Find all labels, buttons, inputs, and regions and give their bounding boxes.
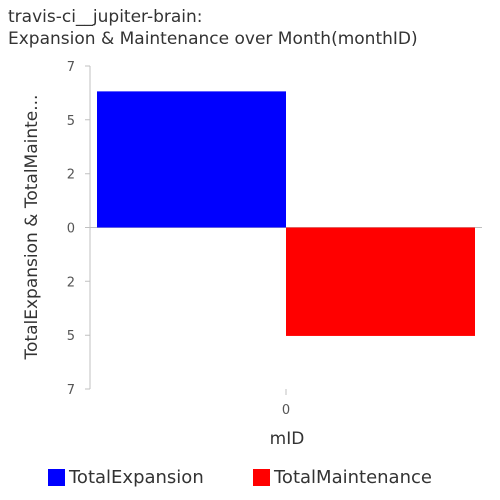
y-tick-label: 7 [67, 60, 75, 75]
x-axis-title: mID [270, 429, 305, 449]
legend-swatch-total-expansion [48, 468, 65, 486]
legend-label-total-maintenance: TotalMaintenance [274, 466, 432, 488]
y-tick-label: 5 [67, 114, 75, 129]
legend: TotalExpansion TotalMaintenance [0, 464, 500, 490]
bars [97, 91, 475, 336]
y-tick-label: 7 [67, 383, 75, 398]
y-tick-label: 5 [67, 329, 75, 344]
bar-total-maintenance[interactable] [286, 227, 475, 336]
legend-label-total-expansion: TotalExpansion [69, 466, 204, 488]
legend-swatch-total-maintenance [253, 468, 270, 486]
y-axis-title: TotalExpansion & TotalMainte... [22, 95, 42, 361]
legend-item-total-expansion[interactable]: TotalExpansion [48, 464, 204, 490]
bar-total-expansion[interactable] [97, 91, 286, 228]
x-tick-label: 0 [282, 403, 290, 418]
chart-title: travis-ci__jupiter-brain: Expansion & Ma… [8, 6, 418, 50]
legend-item-total-maintenance[interactable]: TotalMaintenance [253, 464, 432, 490]
y-tick-label: 2 [67, 168, 75, 183]
y-tick-label: 0 [67, 222, 75, 237]
y-tick-label: 2 [67, 275, 75, 290]
chart-title-line1: travis-ci__jupiter-brain: [8, 7, 203, 27]
y-axis: 7 5 2 0 2 5 7 [67, 60, 91, 398]
chart-title-line2: Expansion & Maintenance over Month(month… [8, 29, 418, 49]
